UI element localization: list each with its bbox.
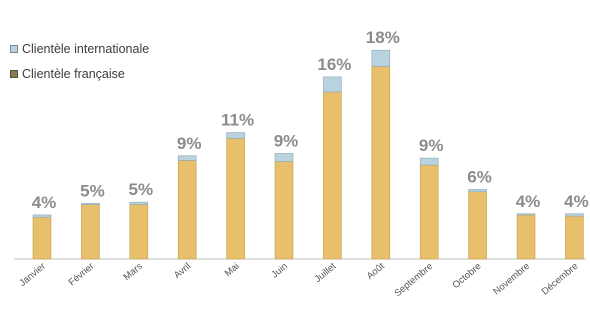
bar-francaise-janvier [32, 216, 52, 260]
bar-internationale-août [371, 49, 391, 67]
bar-francaise-mai [226, 138, 245, 260]
bar-internationale-janvier [32, 214, 52, 218]
legend-label-international: Clientèle internationale [22, 41, 150, 56]
x-tick-mai: Mai [223, 261, 242, 279]
bar-francaise-septembre [419, 164, 439, 260]
bar-francaise-octobre [468, 191, 487, 260]
bar-francaise-août [371, 66, 391, 260]
data-labels-layer: 4% 5% 5% 9% 11% 9% 16% 18% 9% 6% 4% 4% [32, 28, 589, 212]
x-tick-février: Février [67, 261, 97, 288]
bar-internationale-décembre [565, 213, 584, 217]
data-label-septembre: 9% [419, 136, 444, 155]
x-tick-avril: Avril [172, 261, 193, 281]
x-tick-décembre: Décembre [540, 261, 581, 298]
data-label-août: 18% [366, 28, 400, 47]
legend-item-francaise: Clientèle française [10, 61, 149, 86]
bar-internationale-juin [274, 153, 294, 162]
bar-internationale-février [81, 203, 100, 205]
data-label-octobre: 6% [467, 167, 492, 186]
bar-internationale-juillet [323, 76, 342, 93]
data-label-juin: 9% [274, 131, 299, 150]
x-tick-novembre: Novembre [491, 261, 532, 298]
legend-swatch-francaise [10, 69, 18, 78]
x-tick-janvier: Janvier [17, 261, 48, 289]
x-tick-septembre: Septembre [392, 261, 435, 299]
x-tick-août: Août [365, 261, 387, 282]
data-label-janvier: 4% [32, 193, 57, 212]
bar-internationale-octobre [468, 189, 487, 193]
bar-internationale-novembre [516, 213, 536, 216]
data-label-décembre: 4% [564, 192, 589, 211]
bar-francaise-décembre [565, 215, 584, 260]
data-label-mai: 11% [221, 111, 254, 130]
bar-internationale-septembre [419, 157, 439, 166]
x-tick-mars: Mars [121, 261, 144, 283]
data-label-novembre: 4% [516, 192, 541, 211]
x-tick-labels-layer: Janvier Février Mars Avril Mai Juin Juillet Aoû… [17, 261, 580, 300]
bar-internationale-avril [177, 155, 197, 161]
x-tick-octobre: Octobre [451, 261, 484, 291]
legend: Clientèle internationale Clientèle franç… [10, 36, 149, 86]
bar-francaise-avril [177, 160, 197, 260]
bar-internationale-mai [226, 132, 245, 139]
bar-francaise-juillet [323, 91, 342, 260]
x-tick-juillet: Juillet [313, 261, 339, 285]
bars-layer [32, 49, 584, 260]
bar-francaise-juin [274, 161, 294, 260]
legend-item-international: Clientèle internationale [10, 36, 149, 61]
x-tick-juin: Juin [269, 261, 289, 281]
bar-francaise-mars [129, 204, 149, 260]
legend-label-francaise: Clientèle française [22, 66, 125, 81]
data-label-février: 5% [80, 181, 105, 200]
data-label-mars: 5% [129, 180, 154, 199]
data-label-juillet: 16% [317, 55, 351, 74]
legend-swatch-international [10, 44, 18, 53]
bar-francaise-novembre [516, 214, 536, 260]
bar-francaise-février [81, 204, 100, 260]
data-label-avril: 9% [177, 134, 202, 153]
bar-internationale-mars [129, 201, 149, 205]
